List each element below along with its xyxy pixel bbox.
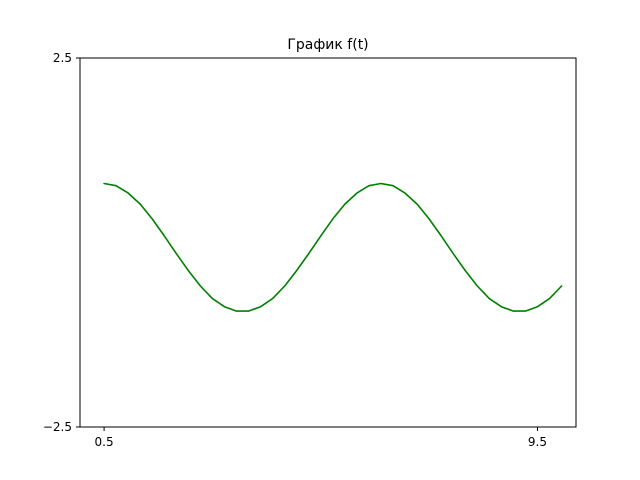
y-tick-label: −2.5	[43, 420, 72, 434]
series-line	[103, 182, 563, 312]
y-tick-label: 2.5	[53, 51, 72, 65]
plot-frame	[79, 57, 577, 428]
axis-ticks: 0.5 9.5 −2.5 2.5	[43, 51, 547, 449]
x-tick-label: 9.5	[528, 435, 547, 449]
plot-area	[80, 58, 576, 427]
chart-title: График f(t)	[287, 37, 368, 53]
x-tick-label: 0.5	[95, 435, 114, 449]
